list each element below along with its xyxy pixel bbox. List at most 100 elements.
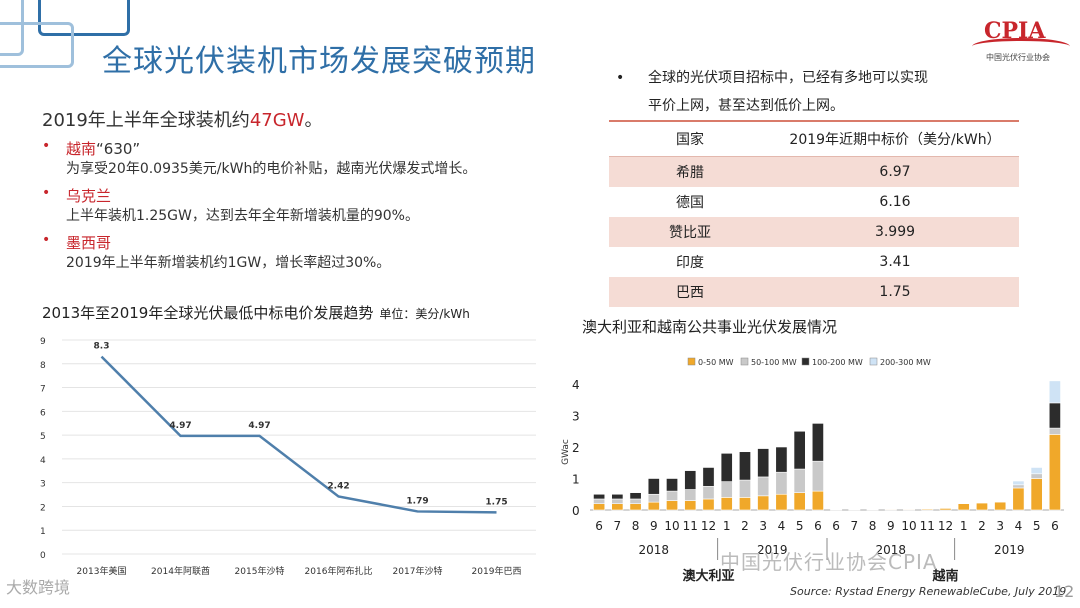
bar-chart-month-label: 12 xyxy=(938,519,953,533)
bar-legend-swatch xyxy=(687,357,696,366)
tender-bullet: • 全球的光伏项目招标中，已经有多地可以实现 平价上网，甚至达到低价上网。 xyxy=(616,64,928,120)
bar-chart-month-label: 1 xyxy=(960,519,968,533)
logo-subtitle: 中国光伏行业协会 xyxy=(986,53,1050,62)
stacked-bar-segment xyxy=(811,423,824,462)
stacked-bar-segment xyxy=(793,492,806,511)
bar-chart-y-tick: 0 xyxy=(572,504,580,518)
cpia-logo: CPIA 中国光伏行业协会 xyxy=(968,14,1076,66)
country-bullet-list: • 越南“630” 为享受20年0.0935美元/kWh的电价补贴，越南光伏爆发… xyxy=(42,138,562,279)
stacked-bar-segment xyxy=(775,446,788,473)
country-name: 乌克兰 xyxy=(66,187,112,205)
table-cell-country: 德国 xyxy=(676,195,704,211)
stacked-bar-segment xyxy=(593,498,606,505)
bar-chart-month-label: 10 xyxy=(664,519,679,533)
country-bullet: • 乌克兰 上半年装机1.25GW，达到去年全年新增装机量的90%。 xyxy=(42,185,562,226)
slide-title: 全球光伏装机市场发展突破预期 xyxy=(102,44,536,79)
table-cell-price: 1.75 xyxy=(771,277,1019,307)
stacked-bar-segment xyxy=(702,467,715,487)
stacked-bar-segment xyxy=(702,486,715,500)
bar-chart-month-label: 3 xyxy=(759,519,767,533)
bar-chart-month-label: 7 xyxy=(614,519,622,533)
stacked-bar-segment xyxy=(593,503,606,511)
stacked-bar-segment xyxy=(629,503,642,511)
line-chart-x-label: 2014年阿联酋 xyxy=(151,565,210,577)
country-bullet: • 墨西哥 2019年上半年新增装机约1GW，增长率超过30%。 xyxy=(42,232,562,273)
stacked-bar-segment xyxy=(702,498,715,511)
bar-legend-label: 100-200 MW xyxy=(812,358,863,367)
line-chart-data-label: 8.3 xyxy=(94,342,110,352)
stacked-bar-segment xyxy=(775,493,788,511)
table-cell-country: 巴西 xyxy=(609,277,771,307)
bar-chart-month-label: 6 xyxy=(832,519,840,533)
stacked-bar-segment xyxy=(666,500,678,511)
stacked-bar-segment xyxy=(903,509,915,511)
table-cell-price: 6.16 xyxy=(879,194,911,210)
table-cell-price: 3.999 xyxy=(771,217,1019,247)
stacked-bar-segment xyxy=(811,460,824,492)
tender-price-table: 国家 2019年近期中标价（美分/kWh） 希腊 6.97 德国 6.16 赞比亚 3… xyxy=(609,120,1019,307)
stacked-bar-segment xyxy=(647,493,660,503)
stacked-bar-segment xyxy=(647,501,660,511)
line-chart-data-label: 4.97 xyxy=(169,421,191,431)
stacked-bar-segment xyxy=(739,497,751,511)
corner-frame-decoration-light-2 xyxy=(0,0,24,56)
stacked-bar-segment xyxy=(1048,434,1061,511)
stacked-bar-segment xyxy=(611,493,624,500)
table-row: 赞比亚 3.999 xyxy=(609,217,1019,247)
line-chart-y-tick: 3 xyxy=(40,480,46,490)
bar-chart-month-label: 9 xyxy=(887,519,895,533)
logo-mark: CPIA xyxy=(984,18,1046,44)
bullet-dot-icon: • xyxy=(616,70,625,86)
corner-frame-decoration xyxy=(38,0,130,36)
line-chart-x-label: 2015年沙特 xyxy=(235,565,285,577)
line-chart-x-label: 2017年沙特 xyxy=(393,565,443,577)
bullet-dot-icon: • xyxy=(42,138,51,154)
stacked-bar-segment xyxy=(1030,478,1043,511)
line-chart-y-tick: 6 xyxy=(40,408,46,418)
bar-chart-title: 澳大利亚和越南公共事业光伏发展情况 xyxy=(582,318,838,336)
stacked-bar-segment xyxy=(921,508,934,511)
line-chart-y-tick: 4 xyxy=(40,456,46,466)
bar-chart-month-label: 5 xyxy=(796,519,804,533)
line-chart-y-tick: 7 xyxy=(40,385,46,395)
corner-frame-decoration-light xyxy=(0,22,74,68)
stacked-bar-segment xyxy=(994,501,1007,511)
bar-chart-y-tick: 2 xyxy=(572,441,580,455)
wechat-watermark: 中国光伏行业协会CPIA xyxy=(720,550,938,574)
bar-legend-swatch xyxy=(869,357,878,366)
header-country: 国家 xyxy=(609,120,771,157)
line-chart-data-label: 4.97 xyxy=(248,421,270,431)
bar-chart-y-tick: 1 xyxy=(572,473,580,487)
bar-chart-month-label: 11 xyxy=(683,519,698,533)
line-chart-unit: 单位：美分/kWh xyxy=(379,307,470,321)
bar-chart-month-label: 12 xyxy=(701,519,716,533)
logo-arc-icon xyxy=(972,38,1070,55)
bar-legend-swatch xyxy=(740,357,749,366)
bar-chart-month-label: 6 xyxy=(595,519,603,533)
summary-value: 47GW xyxy=(249,110,305,131)
stacked-bar-segment xyxy=(720,481,733,498)
stacked-bar-segment xyxy=(793,430,806,470)
stacked-bar-segment xyxy=(1030,473,1043,479)
stacked-bar-segment xyxy=(611,498,624,505)
bar-chart-month-label: 7 xyxy=(851,519,859,533)
stacked-bar-segment xyxy=(939,508,952,511)
stacked-bar-segment xyxy=(720,497,733,511)
line-chart-x-label: 2013年美国 xyxy=(77,565,127,577)
table-cell-price: 6.97 xyxy=(771,156,1019,187)
header-price: 2019年近期中标价（美分/kWh） xyxy=(771,120,1019,157)
bar-chart-month-label: 10 xyxy=(901,519,916,533)
summary-headline: 2019年上半年全球装机约47GW。 xyxy=(42,106,322,132)
line-chart-series xyxy=(100,355,497,514)
stacked-bar-segment xyxy=(720,452,733,482)
bar-legend-label: 50-100 MW xyxy=(751,358,797,367)
stacked-bar-segment xyxy=(757,495,770,511)
stacked-bar-segment xyxy=(611,503,624,511)
stacked-bar-segment xyxy=(629,498,642,505)
bar-chart-month-label: 2 xyxy=(741,519,749,533)
bar-chart-month-label: 6 xyxy=(1051,519,1059,533)
tender-line-1: 全球的光伏项目招标中，已经有多地可以实现 xyxy=(648,70,928,86)
stacked-bar-segment xyxy=(957,503,970,511)
bar-chart-year-label: 2019 xyxy=(994,543,1025,557)
